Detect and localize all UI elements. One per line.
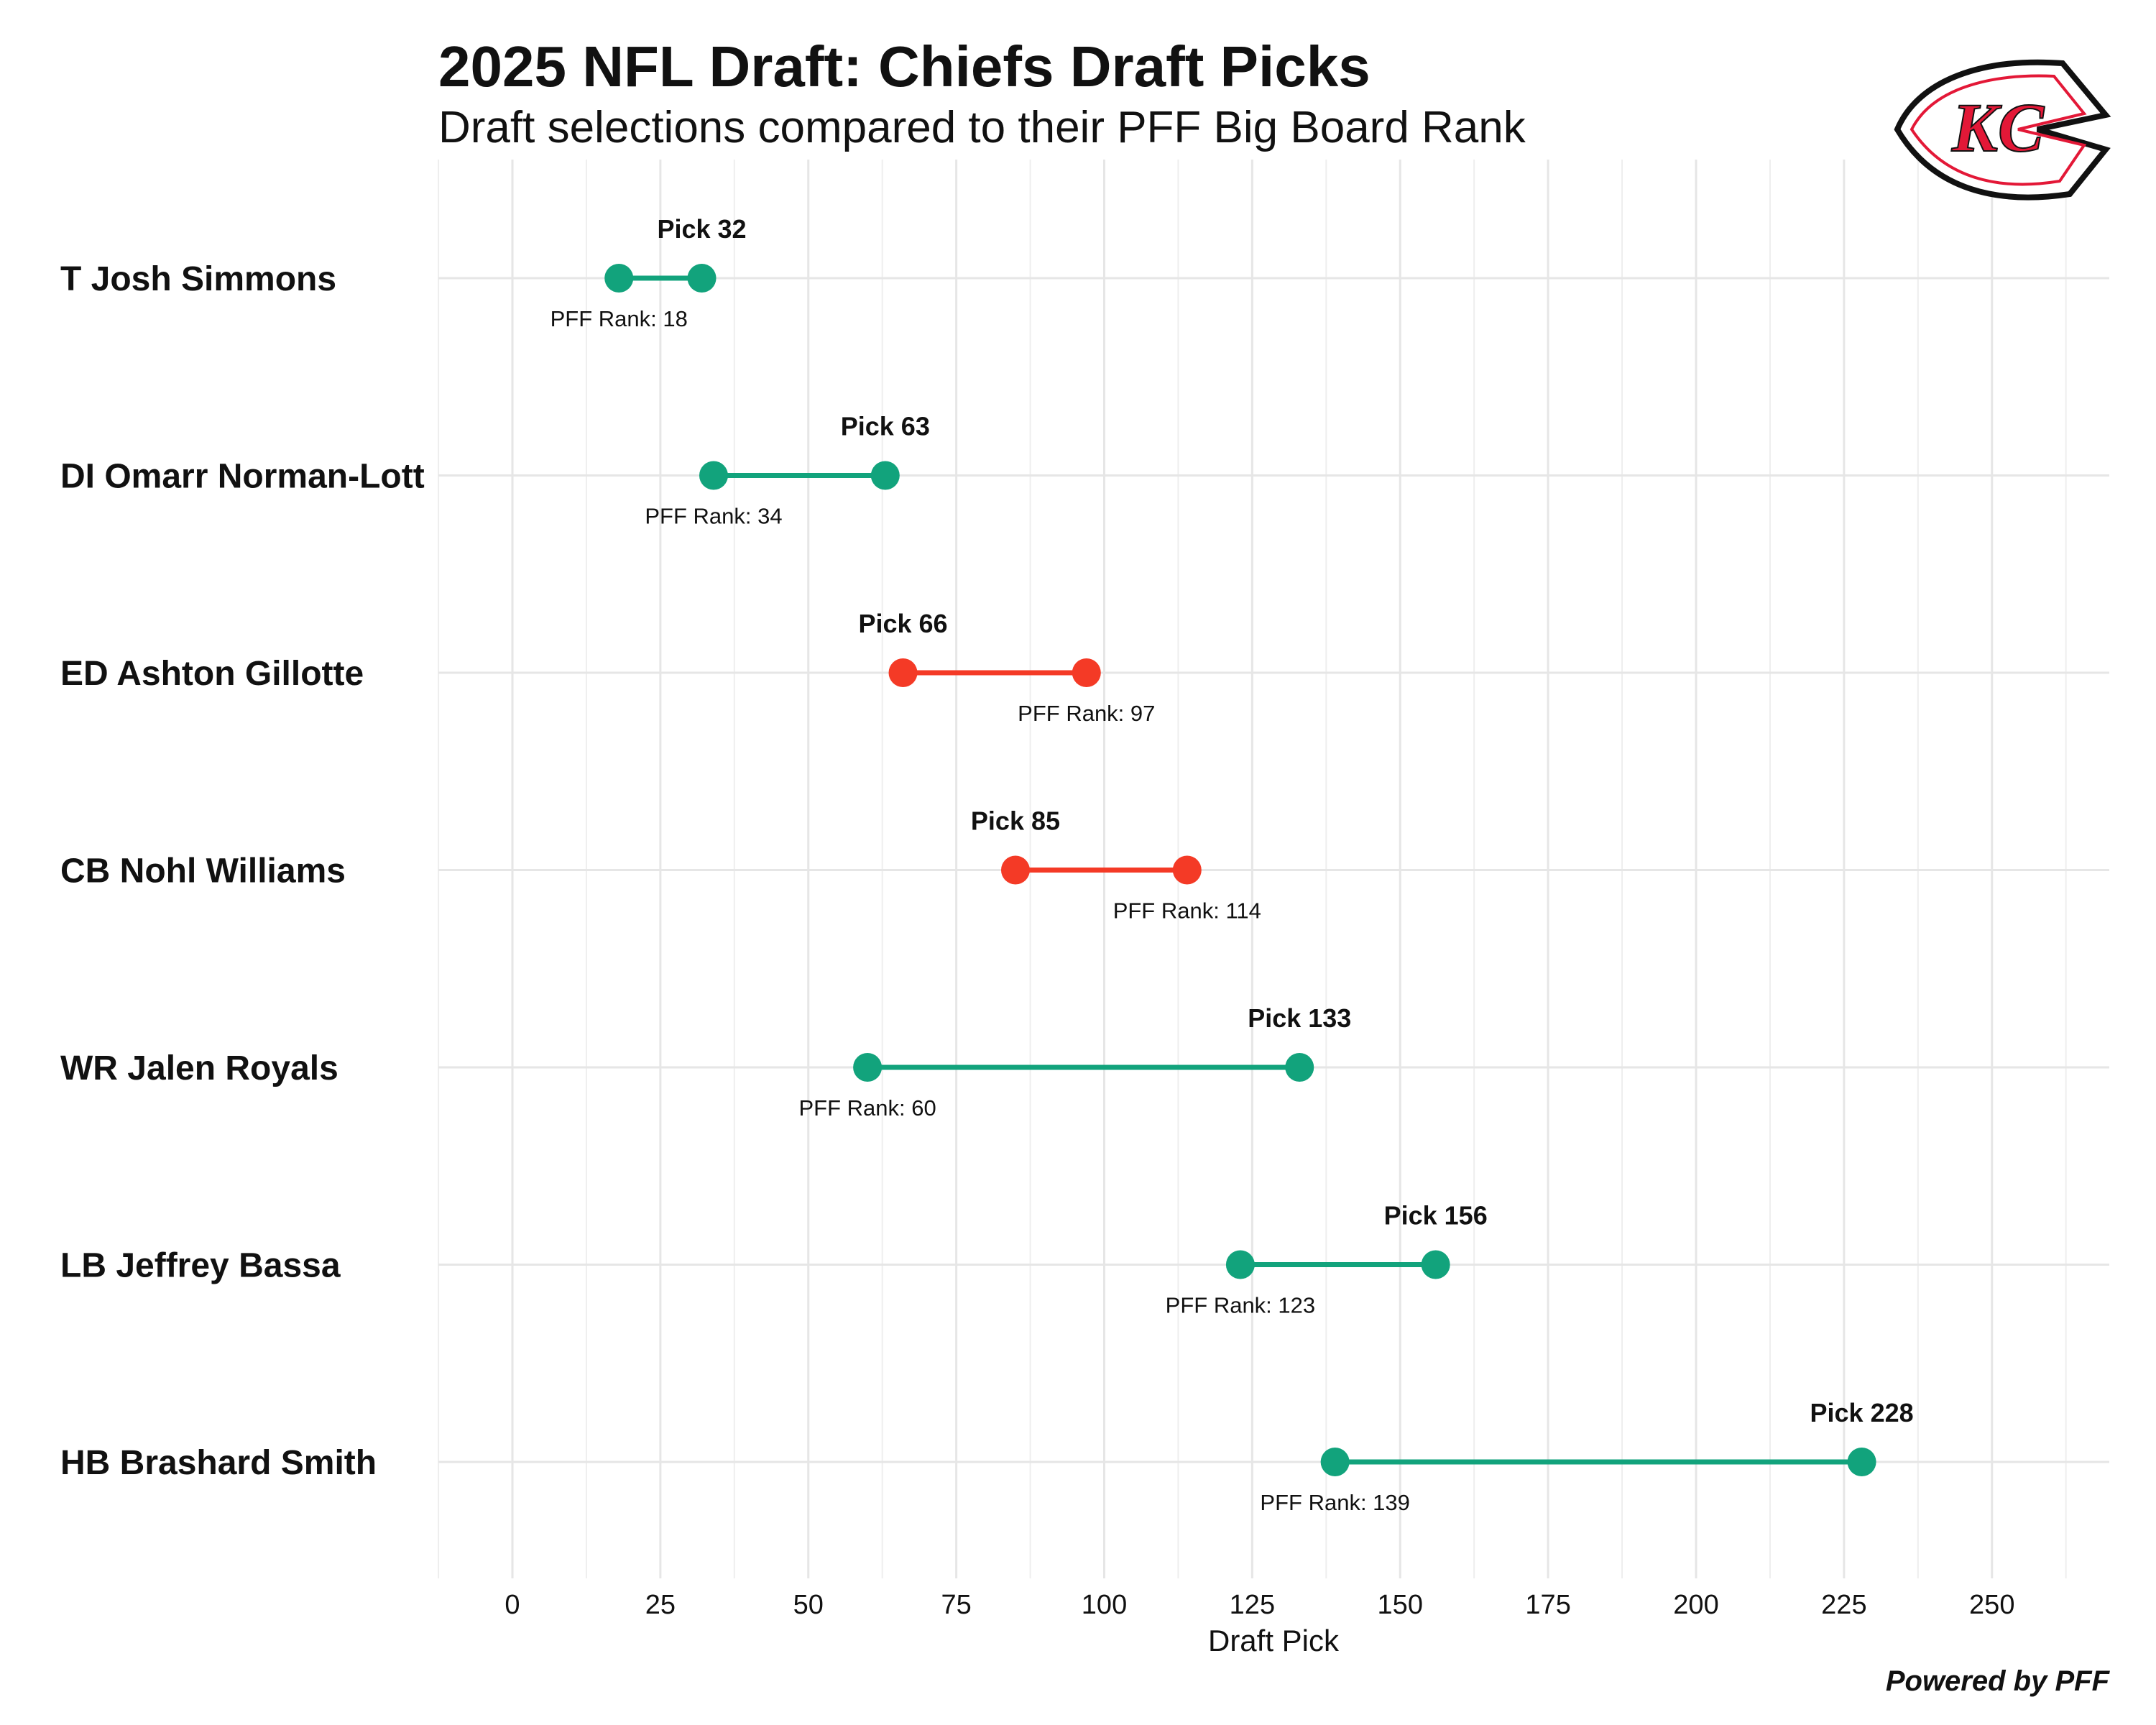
- player-label: LB Jeffrey Bassa: [60, 1247, 341, 1285]
- x-tick-label: 50: [793, 1590, 824, 1620]
- pick-label: Pick 85: [971, 806, 1060, 836]
- player-label: CB Nohl Williams: [60, 852, 346, 891]
- player-label: DI Omarr Norman-Lott: [60, 458, 425, 496]
- x-axis-ticks: 0 25 50 75 100 125 150 175 200 225 250: [505, 1590, 2014, 1620]
- x-tick-label: 250: [1969, 1590, 2014, 1620]
- pick-label: Pick 32: [657, 214, 746, 244]
- chiefs-arrowhead-logo: KC: [1894, 59, 2111, 201]
- player-labels: T Josh Simmons DI Omarr Norman-Lott ED Ash…: [60, 260, 425, 1482]
- draft-pick-point: [1847, 1448, 1876, 1476]
- x-axis-label: Draft Pick: [1208, 1624, 1340, 1657]
- draft-pick-point: [1000, 855, 1030, 885]
- dumbbell: Pick 32 PFF Rank: 18: [550, 214, 747, 331]
- x-tick-label: 200: [1673, 1590, 1718, 1620]
- draft-pick-point: [1285, 1053, 1314, 1082]
- dumbbell: Pick 66 PFF Rank: 97: [858, 609, 1155, 726]
- draft-pick-point: [1421, 1250, 1450, 1279]
- dumbbell: Pick 133 PFF Rank: 60: [798, 1003, 1351, 1121]
- pff-rank-label: PFF Rank: 123: [1166, 1293, 1315, 1318]
- x-tick-label: 125: [1230, 1590, 1275, 1620]
- caption: Powered by PFF: [1886, 1665, 2111, 1697]
- logo-text: KC: [1951, 89, 2045, 166]
- pff-rank-point: [853, 1053, 883, 1082]
- pff-rank-point: [604, 264, 634, 293]
- pff-rank-point: [1172, 855, 1202, 885]
- dumbbell: Pick 63 PFF Rank: 34: [645, 412, 929, 529]
- player-label: ED Ashton Gillotte: [60, 655, 364, 693]
- pick-label: Pick 228: [1810, 1398, 1914, 1427]
- dumbbell: Pick 85 PFF Rank: 114: [971, 806, 1261, 924]
- pff-rank-point: [1072, 658, 1101, 687]
- x-tick-label: 175: [1525, 1590, 1570, 1620]
- pff-rank-point: [699, 461, 728, 490]
- pff-rank-label: PFF Rank: 114: [1113, 898, 1261, 924]
- player-label: WR Jalen Royals: [60, 1049, 338, 1087]
- pff-rank-label: PFF Rank: 60: [798, 1095, 936, 1121]
- draft-pick-point: [870, 461, 900, 490]
- dumbbell: Pick 156 PFF Rank: 123: [1166, 1201, 1488, 1318]
- pick-label: Pick 66: [858, 609, 947, 638]
- pff-rank-point: [1320, 1448, 1350, 1476]
- player-label: HB Brashard Smith: [60, 1444, 377, 1482]
- pff-rank-label: PFF Rank: 97: [1018, 701, 1155, 726]
- pff-rank-point: [1225, 1250, 1255, 1279]
- pff-rank-label: PFF Rank: 18: [550, 306, 688, 331]
- chart-subtitle: Draft selections compared to their PFF B…: [438, 103, 1526, 152]
- x-tick-label: 150: [1378, 1590, 1423, 1620]
- pff-rank-label: PFF Rank: 139: [1260, 1490, 1409, 1515]
- x-tick-label: 225: [1821, 1590, 1866, 1620]
- player-label: T Josh Simmons: [60, 260, 336, 298]
- dumbbell: Pick 228 PFF Rank: 139: [1260, 1398, 1913, 1515]
- x-tick-label: 100: [1082, 1590, 1127, 1620]
- draft-pick-point: [888, 658, 918, 687]
- x-tick-label: 75: [941, 1590, 971, 1620]
- pick-label: Pick 63: [841, 412, 930, 441]
- x-tick-label: 0: [505, 1590, 520, 1620]
- pick-label: Pick 156: [1384, 1201, 1488, 1230]
- grid: [438, 160, 2109, 1578]
- chart-title: 2025 NFL Draft: Chiefs Draft Picks: [438, 34, 1370, 98]
- x-tick-label: 25: [645, 1590, 676, 1620]
- pff-rank-label: PFF Rank: 34: [645, 504, 782, 529]
- draft-pick-point: [687, 264, 717, 293]
- pick-label: Pick 133: [1248, 1003, 1351, 1033]
